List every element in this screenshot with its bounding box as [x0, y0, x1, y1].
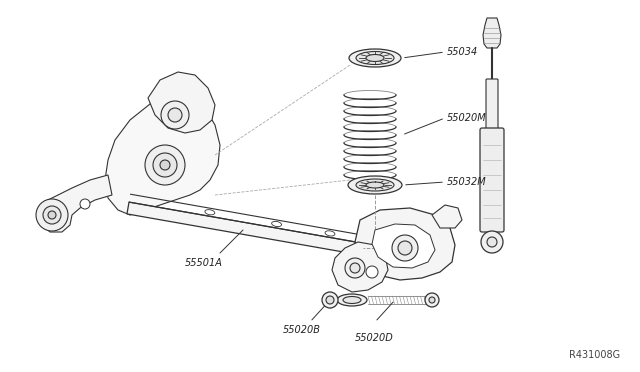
Circle shape	[326, 296, 334, 304]
Text: R431008G: R431008G	[569, 350, 620, 360]
Polygon shape	[432, 205, 462, 228]
Text: 55032M: 55032M	[447, 177, 486, 187]
Circle shape	[80, 199, 90, 209]
Ellipse shape	[366, 182, 384, 188]
Text: 55501A: 55501A	[185, 258, 223, 268]
Circle shape	[36, 199, 68, 231]
Ellipse shape	[205, 210, 215, 215]
Circle shape	[145, 145, 185, 185]
Text: 55034: 55034	[447, 47, 478, 57]
Circle shape	[322, 292, 338, 308]
Circle shape	[48, 211, 56, 219]
Circle shape	[487, 237, 497, 247]
Circle shape	[350, 263, 360, 273]
Polygon shape	[42, 175, 112, 232]
Ellipse shape	[366, 55, 384, 61]
Circle shape	[425, 293, 439, 307]
Polygon shape	[372, 224, 435, 268]
Polygon shape	[148, 72, 215, 133]
Ellipse shape	[337, 294, 367, 306]
FancyBboxPatch shape	[480, 128, 504, 232]
Polygon shape	[483, 18, 501, 48]
Circle shape	[161, 101, 189, 129]
Circle shape	[153, 153, 177, 177]
FancyBboxPatch shape	[486, 79, 498, 131]
Polygon shape	[105, 98, 220, 215]
Circle shape	[366, 266, 378, 278]
Circle shape	[392, 235, 418, 261]
Circle shape	[168, 108, 182, 122]
Ellipse shape	[349, 49, 401, 67]
Ellipse shape	[271, 221, 282, 227]
Circle shape	[481, 231, 503, 253]
Polygon shape	[355, 208, 455, 280]
Ellipse shape	[325, 231, 335, 236]
Circle shape	[345, 258, 365, 278]
Circle shape	[43, 206, 61, 224]
Ellipse shape	[356, 51, 394, 64]
Circle shape	[160, 160, 170, 170]
Polygon shape	[127, 202, 396, 261]
Text: 55020B: 55020B	[283, 325, 321, 335]
Ellipse shape	[356, 179, 394, 191]
Circle shape	[429, 297, 435, 303]
Ellipse shape	[343, 296, 361, 304]
Ellipse shape	[348, 176, 402, 194]
Text: 55020M: 55020M	[447, 113, 486, 123]
Circle shape	[398, 241, 412, 255]
Polygon shape	[332, 242, 388, 292]
Text: 55020D: 55020D	[355, 333, 394, 343]
